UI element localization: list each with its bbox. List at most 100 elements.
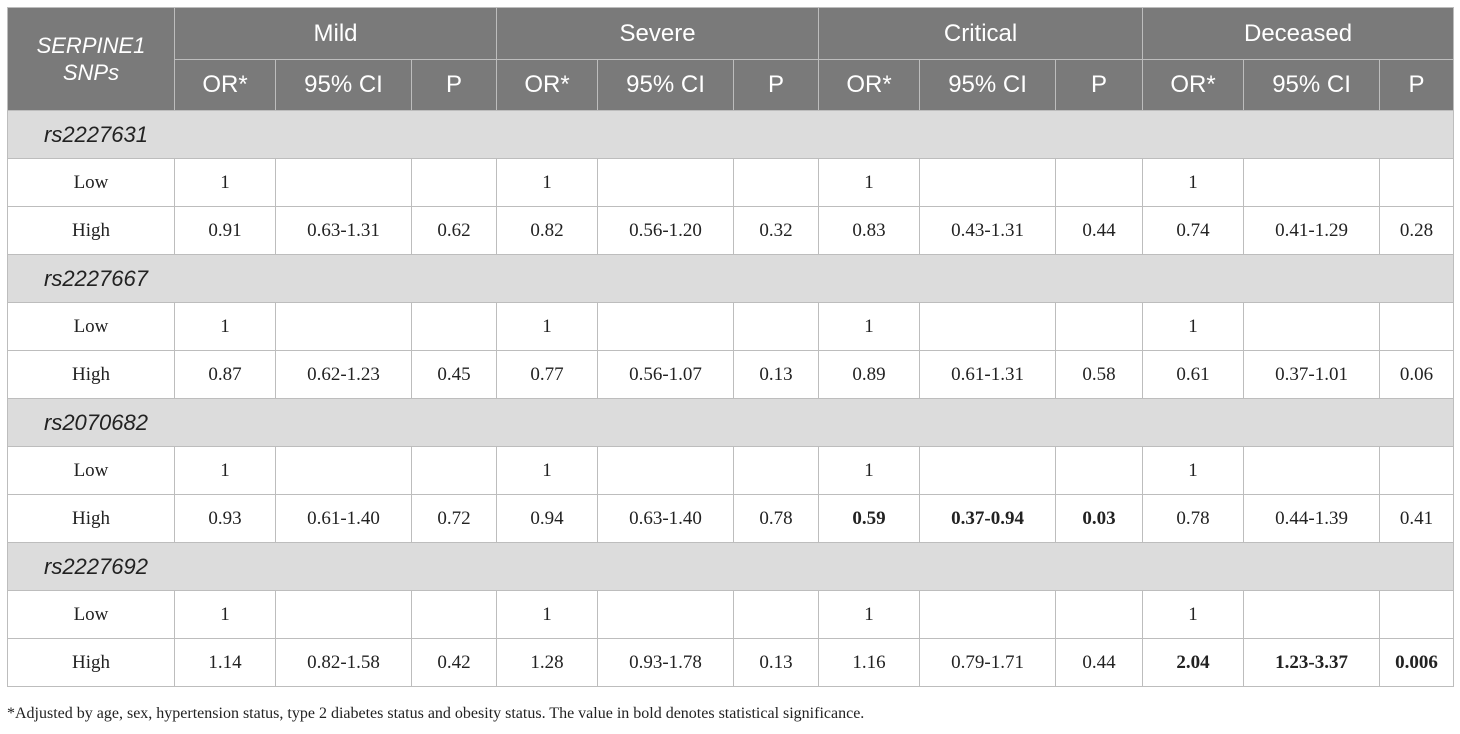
table-cell: 0.44	[1055, 638, 1144, 687]
table-cell	[1055, 446, 1144, 495]
table-cell	[275, 158, 412, 207]
table-cell: 0.59	[818, 494, 921, 543]
snp-name: rs2227631	[6, 110, 1455, 159]
table-cell: 1	[1142, 446, 1245, 495]
table-body: rs2227631 Low 1 1 1 1 High 0.91 0.63-1.31 0.62 0.8…	[6, 110, 1455, 687]
snp-section-row: rs2227692	[6, 542, 1455, 591]
table-cell: 0.45	[410, 350, 498, 399]
table-cell	[1379, 446, 1455, 495]
table-cell	[919, 446, 1057, 495]
table-cell: 0.93	[174, 494, 276, 543]
table-cell	[597, 446, 735, 495]
table-cell: 0.56-1.20	[597, 206, 735, 255]
table-cell	[597, 158, 735, 207]
snp-name: rs2227692	[6, 542, 1455, 591]
snp-name: rs2227667	[6, 254, 1455, 303]
table-cell: 1	[1142, 158, 1245, 207]
table-cell: 1.16	[818, 638, 921, 687]
table-cell: 1	[496, 302, 599, 351]
table-cell: 0.79-1.71	[919, 638, 1057, 687]
genotype-label: High	[7, 638, 175, 687]
table-cell: 0.006	[1379, 638, 1455, 687]
table-cell: 0.94	[496, 494, 599, 543]
table-cell: 1	[174, 446, 276, 495]
table-cell: 0.41	[1379, 494, 1455, 543]
table-cell: 0.87	[174, 350, 276, 399]
genotype-label: Low	[7, 302, 175, 351]
table-cell: 0.63-1.31	[275, 206, 412, 255]
genotype-label: High	[7, 494, 175, 543]
table-cell	[1379, 158, 1455, 207]
table-cell	[733, 158, 820, 207]
table-cell: 0.13	[733, 350, 820, 399]
table-cell: 0.82	[496, 206, 599, 255]
table-cell	[919, 158, 1057, 207]
snp-column-header: SERPINE1 SNPs	[7, 7, 175, 111]
table-cell: 0.63-1.40	[597, 494, 735, 543]
serpine1-snp-table: SERPINE1 SNPs Mild Severe Critical Decea…	[6, 7, 1455, 687]
table-cell: 0.61-1.40	[275, 494, 412, 543]
table-cell: 0.41-1.29	[1243, 206, 1381, 255]
table-cell: 0.82-1.58	[275, 638, 412, 687]
table-cell: 0.78	[1142, 494, 1245, 543]
table-cell: 1.14	[174, 638, 276, 687]
table-cell: 0.56-1.07	[597, 350, 735, 399]
sub-header: 95% CI	[919, 59, 1057, 111]
snp-section-row: rs2070682	[6, 398, 1455, 447]
table-cell: 1	[1142, 590, 1245, 639]
snp-name: rs2070682	[6, 398, 1455, 447]
table-cell: 1	[496, 158, 599, 207]
table-cell: 0.93-1.78	[597, 638, 735, 687]
table-cell: 0.72	[410, 494, 498, 543]
table-cell	[733, 446, 820, 495]
table-cell: 0.58	[1055, 350, 1144, 399]
table-cell: 0.83	[818, 206, 921, 255]
genotype-label: High	[7, 350, 175, 399]
table-row: High 0.87 0.62-1.23 0.45 0.77 0.56-1.07 0.13 0.…	[7, 350, 1455, 399]
table-container: SERPINE1 SNPs Mild Severe Critical Decea…	[6, 7, 1455, 687]
sub-header: P	[410, 59, 498, 111]
table-cell	[919, 590, 1057, 639]
table-cell	[597, 302, 735, 351]
table-cell	[1243, 590, 1381, 639]
table-cell: 1	[174, 302, 276, 351]
sub-header: OR*	[818, 59, 921, 111]
table-row: Low 1 1 1 1	[7, 446, 1455, 495]
table-cell: 0.28	[1379, 206, 1455, 255]
table-cell	[733, 302, 820, 351]
table-cell	[1379, 302, 1455, 351]
group-header: Deceased	[1142, 7, 1455, 60]
table-row: Low 1 1 1 1	[7, 302, 1455, 351]
table-cell: 0.43-1.31	[919, 206, 1057, 255]
table-cell	[410, 590, 498, 639]
table-row: High 1.14 0.82-1.58 0.42 1.28 0.93-1.78 0.13 1.…	[7, 638, 1455, 687]
table-cell	[1243, 302, 1381, 351]
corner-line2: SNPs	[62, 60, 120, 85]
table-cell: 0.62-1.23	[275, 350, 412, 399]
table-cell	[597, 590, 735, 639]
sub-header: 95% CI	[275, 59, 412, 111]
sub-header: OR*	[1142, 59, 1245, 111]
group-header: Severe	[496, 7, 820, 60]
table-cell: 1.23-3.37	[1243, 638, 1381, 687]
table-cell: 2.04	[1142, 638, 1245, 687]
table-row: High 0.93 0.61-1.40 0.72 0.94 0.63-1.40 0.78 0.…	[7, 494, 1455, 543]
table-cell	[275, 302, 412, 351]
table-cell	[410, 158, 498, 207]
table-cell: 0.77	[496, 350, 599, 399]
table-cell: 1	[1142, 302, 1245, 351]
genotype-label: Low	[7, 158, 175, 207]
table-cell: 1	[818, 302, 921, 351]
table-cell: 0.91	[174, 206, 276, 255]
table-cell: 0.78	[733, 494, 820, 543]
table-cell	[1055, 158, 1144, 207]
table-cell: 1	[496, 446, 599, 495]
table-cell: 1.28	[496, 638, 599, 687]
corner-line1: SERPINE1	[36, 33, 146, 58]
table-cell: 0.74	[1142, 206, 1245, 255]
table-cell: 1	[174, 158, 276, 207]
sub-header: OR*	[174, 59, 276, 111]
genotype-label: Low	[7, 590, 175, 639]
table-cell	[410, 302, 498, 351]
table-cell: 0.37-0.94	[919, 494, 1057, 543]
